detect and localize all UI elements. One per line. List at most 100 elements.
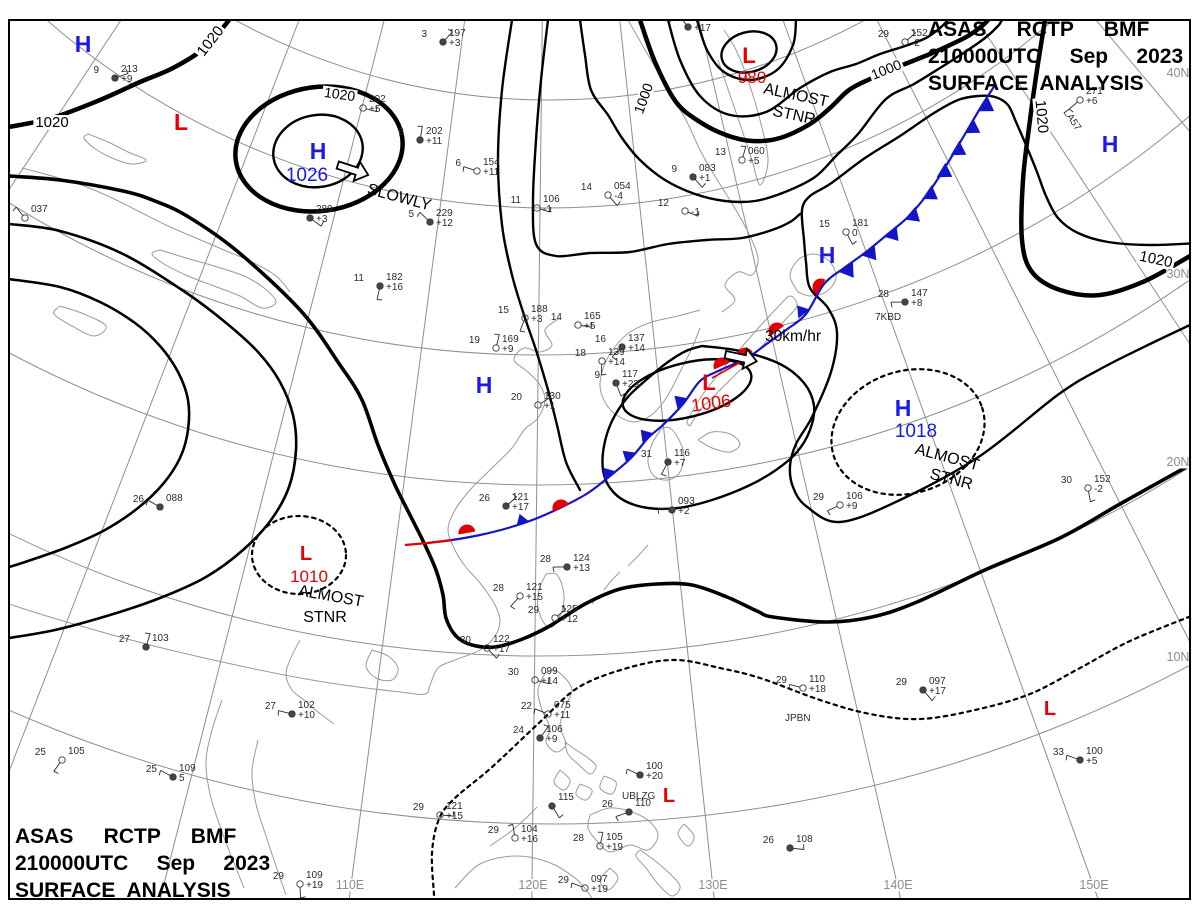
svg-text:+23: +23 (622, 379, 639, 390)
svg-text:100: 100 (646, 761, 663, 772)
svg-text:ASAS RCTP BMF: ASAS RCTP BMF (928, 18, 1149, 41)
svg-text:28: 28 (540, 554, 552, 565)
svg-text:+11: +11 (483, 167, 500, 178)
svg-text:20: 20 (511, 392, 523, 403)
svg-text:+5: +5 (1086, 756, 1098, 767)
svg-text:L: L (300, 543, 312, 565)
svg-text:+10: +10 (298, 710, 315, 721)
svg-text:25: 25 (35, 747, 47, 758)
svg-text:229: 229 (436, 208, 453, 219)
svg-text:+13: +13 (573, 563, 590, 574)
svg-text:24: 24 (513, 725, 525, 736)
svg-text:083: 083 (699, 163, 716, 174)
svg-text:22: 22 (521, 701, 533, 712)
svg-text:H: H (310, 138, 327, 164)
svg-text:+11: +11 (554, 710, 571, 721)
svg-text:29: 29 (878, 29, 890, 40)
svg-text:122: 122 (493, 634, 510, 645)
svg-text:SURFACE ANALYSIS: SURFACE ANALYSIS (928, 72, 1144, 95)
svg-text:+19: +19 (306, 880, 323, 891)
svg-text:154: 154 (483, 157, 500, 168)
svg-text:093: 093 (678, 496, 695, 507)
svg-text:15: 15 (498, 305, 510, 316)
svg-text:105: 105 (68, 746, 85, 757)
svg-text:099: 099 (541, 666, 558, 677)
svg-text:1020: 1020 (1032, 99, 1052, 134)
svg-text:+15: +15 (446, 811, 463, 822)
svg-text:108: 108 (796, 834, 813, 845)
svg-text:-2: -2 (911, 38, 920, 49)
svg-text:100: 100 (1086, 746, 1103, 757)
svg-text:19: 19 (469, 335, 481, 346)
svg-text:+11: +11 (426, 136, 443, 147)
svg-text:125: 125 (561, 604, 578, 615)
svg-text:-4: -4 (614, 191, 623, 202)
svg-text:210000UTC Sep 2023: 210000UTC Sep 2023 (15, 852, 270, 875)
svg-text:16: 16 (595, 334, 607, 345)
svg-text:152: 152 (1094, 474, 1111, 485)
svg-text:152: 152 (911, 28, 928, 39)
svg-text:26: 26 (479, 493, 491, 504)
svg-text:1026: 1026 (286, 165, 328, 186)
svg-text:140E: 140E (883, 878, 912, 892)
svg-text:+2: +2 (678, 506, 690, 517)
svg-text:+1: +1 (544, 401, 556, 412)
svg-text:+17: +17 (694, 23, 711, 34)
svg-text:40N: 40N (1167, 66, 1190, 80)
svg-text:JPBN: JPBN (785, 713, 811, 724)
svg-text:+14: +14 (541, 676, 558, 687)
svg-text:213: 213 (121, 64, 138, 75)
svg-text:097: 097 (929, 676, 946, 687)
svg-text:106: 106 (546, 724, 563, 735)
svg-text:137: 137 (694, 13, 711, 24)
svg-text:+17: +17 (512, 502, 529, 513)
svg-text:054: 054 (614, 181, 631, 192)
svg-text:103: 103 (152, 633, 169, 644)
svg-text:147: 147 (911, 288, 928, 299)
svg-text:-1: -1 (543, 204, 552, 215)
svg-text:20N: 20N (1167, 455, 1190, 469)
svg-text:037: 037 (31, 204, 48, 215)
svg-text:7KBD: 7KBD (875, 312, 901, 323)
svg-text:L: L (742, 43, 755, 68)
svg-text:182: 182 (386, 272, 403, 283)
svg-text:29: 29 (488, 825, 500, 836)
svg-text:26: 26 (602, 799, 614, 810)
svg-text:+6: +6 (1086, 96, 1098, 107)
svg-text:105: 105 (606, 832, 623, 843)
svg-text:097: 097 (591, 874, 608, 885)
svg-text:115: 115 (558, 792, 574, 803)
svg-text:+17: +17 (493, 644, 510, 655)
svg-text:+5: +5 (369, 104, 381, 115)
svg-text:L: L (1044, 698, 1056, 720)
svg-text:139: 139 (608, 347, 625, 358)
svg-text:109: 109 (306, 870, 323, 881)
svg-text:+16: +16 (386, 282, 403, 293)
svg-text:+16: +16 (521, 834, 538, 845)
svg-text:29: 29 (413, 802, 425, 813)
svg-text:1020: 1020 (35, 114, 68, 131)
svg-text:102: 102 (298, 700, 315, 711)
svg-text:L: L (663, 785, 675, 807)
svg-text:+7: +7 (674, 458, 686, 469)
svg-text:29: 29 (896, 677, 908, 688)
svg-text:30: 30 (508, 667, 520, 678)
svg-text:28: 28 (493, 583, 505, 594)
svg-text:UBLZG: UBLZG (622, 791, 656, 802)
svg-text:3: 3 (421, 29, 427, 40)
svg-text:26: 26 (133, 494, 145, 505)
svg-text:29: 29 (813, 492, 825, 503)
svg-text:27: 27 (265, 701, 277, 712)
svg-text:+14: +14 (608, 357, 625, 368)
svg-text:109: 109 (179, 763, 196, 774)
svg-text:110: 110 (635, 798, 651, 809)
svg-text:165: 165 (584, 311, 601, 322)
svg-text:+9: +9 (121, 74, 133, 85)
svg-text:9: 9 (93, 65, 99, 76)
svg-text:169: 169 (502, 334, 519, 345)
svg-text:+3: +3 (449, 38, 461, 49)
svg-text:088: 088 (166, 493, 183, 504)
svg-text:150E: 150E (1079, 878, 1108, 892)
svg-text:28: 28 (878, 289, 890, 300)
svg-text:110E: 110E (336, 878, 364, 892)
